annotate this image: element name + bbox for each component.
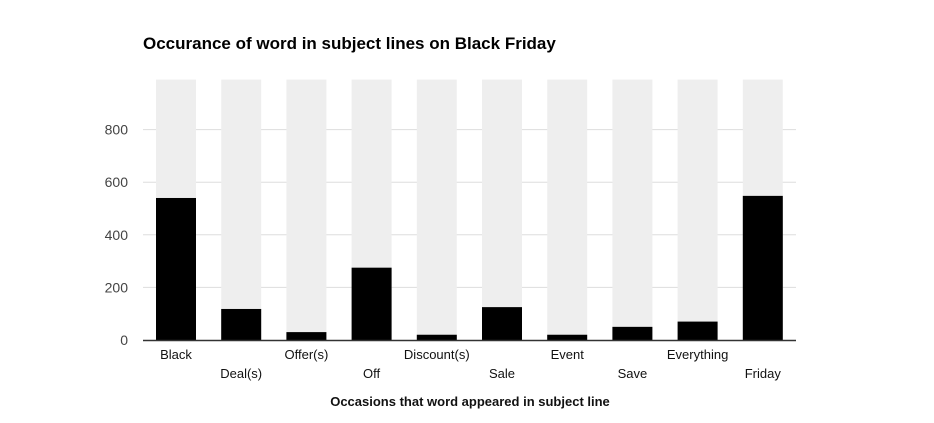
bar-sale (482, 307, 522, 340)
y-tick-label: 400 (105, 227, 129, 243)
bar-off (351, 267, 392, 340)
background-bar (221, 79, 262, 340)
x-tick-label: Discount(s) (404, 347, 470, 362)
y-tick-label: 600 (105, 174, 129, 190)
bar-deal-s (221, 308, 262, 340)
x-tick-label: Off (363, 366, 380, 381)
x-axis-categories: Black Deal(s) Offer(s) Off Discount(s) Sale Ev… (160, 347, 781, 381)
background-bars (156, 79, 783, 340)
x-tick-label: Everything (667, 347, 728, 362)
background-bar (286, 79, 327, 340)
bar-friday (742, 195, 783, 340)
chart-title: Occurance of word in subject lines on Bl… (143, 34, 556, 53)
x-axis-title: Occasions that word appeared in subject … (330, 394, 610, 409)
x-tick-label: Offer(s) (284, 347, 328, 362)
x-tick-label: Friday (745, 366, 782, 381)
bar-discount-s (416, 334, 457, 340)
bar-event (547, 334, 588, 340)
x-tick-label: Sale (489, 366, 515, 381)
y-tick-label: 800 (105, 122, 129, 138)
x-tick-label: Deal(s) (220, 366, 262, 381)
y-axis-ticks: 0 200 400 600 800 (105, 122, 129, 348)
y-tick-label: 200 (105, 279, 129, 295)
bar-black (156, 197, 196, 340)
background-bar (612, 79, 653, 340)
background-bar (677, 79, 718, 340)
background-bar (416, 79, 457, 340)
background-bar (482, 79, 522, 340)
x-tick-label: Save (618, 366, 648, 381)
background-bar (547, 79, 588, 340)
bar-everything (677, 321, 718, 340)
bar-offer-s (286, 332, 327, 340)
x-tick-label: Black (160, 347, 192, 362)
bar-save (612, 326, 653, 340)
bars (156, 195, 783, 340)
x-tick-label: Event (551, 347, 585, 362)
y-tick-label: 0 (120, 332, 128, 348)
